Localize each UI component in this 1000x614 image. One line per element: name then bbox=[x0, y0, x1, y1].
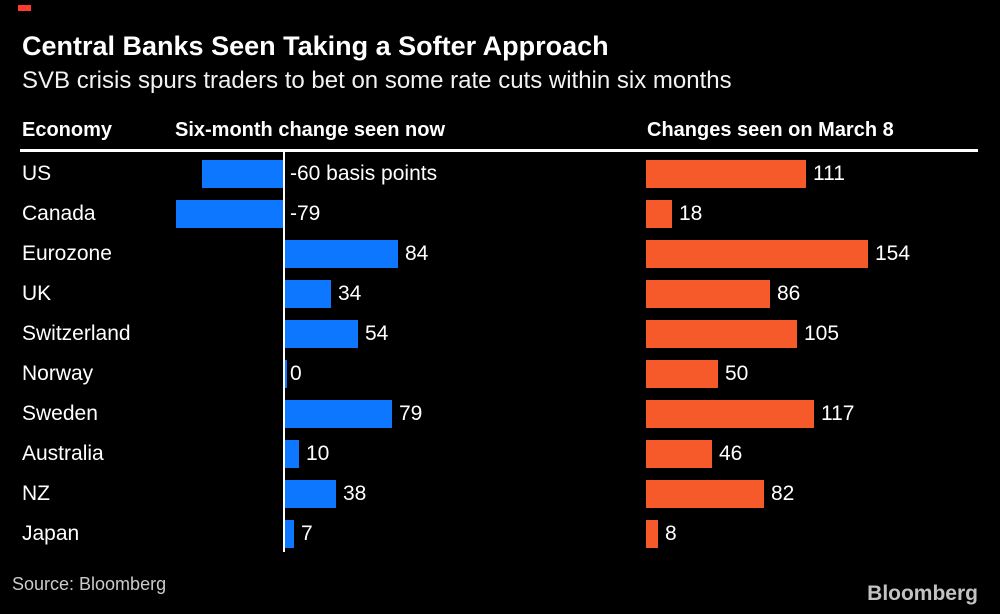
march8-value: 18 bbox=[679, 202, 703, 225]
six-month-change-value: 7 bbox=[301, 522, 313, 545]
march8-bar bbox=[646, 360, 718, 388]
economy-label: Norway bbox=[22, 362, 94, 385]
march8-bar bbox=[646, 320, 797, 348]
six-month-change-bar bbox=[285, 360, 287, 388]
six-month-change-value: 84 bbox=[405, 242, 429, 265]
six-month-change-bar bbox=[285, 280, 331, 308]
table-row: Sweden 79 117 bbox=[0, 400, 1000, 440]
economy-label: Canada bbox=[22, 202, 96, 225]
bloomberg-red-tick-icon bbox=[18, 5, 31, 11]
six-month-change-value: 38 bbox=[343, 482, 367, 505]
column-header-six-month-change: Six-month change seen now bbox=[175, 119, 446, 141]
march8-bar bbox=[646, 520, 658, 548]
march8-bar bbox=[646, 240, 868, 268]
six-month-change-bar bbox=[285, 440, 299, 468]
six-month-change-bar bbox=[202, 160, 283, 188]
march8-bar bbox=[646, 440, 712, 468]
six-month-change-bar bbox=[285, 400, 392, 428]
zero-axis-line bbox=[283, 152, 285, 552]
economy-label: Australia bbox=[22, 442, 104, 465]
header-rule bbox=[20, 149, 978, 152]
march8-bar bbox=[646, 480, 764, 508]
six-month-change-bar bbox=[285, 520, 294, 548]
six-month-change-value: -60 basis points bbox=[290, 162, 438, 185]
march8-bar bbox=[646, 160, 806, 188]
march8-value: 8 bbox=[665, 522, 677, 545]
six-month-change-bar bbox=[285, 320, 358, 348]
source-label: Source: Bloomberg bbox=[12, 574, 167, 594]
six-month-change-bar bbox=[176, 200, 283, 228]
bloomberg-logo: Bloomberg bbox=[867, 582, 978, 605]
economy-label: NZ bbox=[22, 482, 50, 505]
march8-value: 82 bbox=[771, 482, 795, 505]
economy-label: Switzerland bbox=[22, 322, 131, 345]
economy-label: US bbox=[22, 162, 52, 185]
table-row: Switzerland 54 105 bbox=[0, 320, 1000, 360]
economy-label: Eurozone bbox=[22, 242, 112, 265]
six-month-change-value: 10 bbox=[306, 442, 330, 465]
economy-label: UK bbox=[22, 282, 52, 305]
economy-label: Japan bbox=[22, 522, 80, 545]
march8-bar bbox=[646, 400, 814, 428]
six-month-change-value: 54 bbox=[365, 322, 389, 345]
march8-value: 111 bbox=[813, 162, 845, 185]
column-header-economy: Economy bbox=[22, 119, 113, 141]
chart-subtitle: SVB crisis spurs traders to bet on some … bbox=[22, 67, 732, 94]
march8-bar bbox=[646, 280, 770, 308]
six-month-change-value: 79 bbox=[399, 402, 423, 425]
march8-value: 46 bbox=[719, 442, 743, 465]
march8-value: 154 bbox=[875, 242, 911, 265]
economy-label: Sweden bbox=[22, 402, 98, 425]
table-row: Canada -79 18 bbox=[0, 200, 1000, 240]
table-row: US -60 basis points 111 bbox=[0, 160, 1000, 200]
table-row: NZ 38 82 bbox=[0, 480, 1000, 520]
column-header-march8: Changes seen on March 8 bbox=[647, 119, 894, 141]
six-month-change-value: 34 bbox=[338, 282, 362, 305]
march8-value: 50 bbox=[725, 362, 749, 385]
march8-bar bbox=[646, 200, 672, 228]
table-row: Eurozone 84 154 bbox=[0, 240, 1000, 280]
six-month-change-value: -79 bbox=[290, 202, 321, 225]
table-row: Australia 10 46 bbox=[0, 440, 1000, 480]
march8-value: 117 bbox=[821, 402, 855, 425]
table-row: Norway 0 50 bbox=[0, 360, 1000, 400]
six-month-change-bar bbox=[285, 240, 398, 268]
chart-title: Central Banks Seen Taking a Softer Appro… bbox=[22, 31, 609, 61]
table-row: UK 34 86 bbox=[0, 280, 1000, 320]
march8-value: 86 bbox=[777, 282, 801, 305]
six-month-change-value: 0 bbox=[290, 362, 302, 385]
table-row: Japan 7 8 bbox=[0, 520, 1000, 560]
march8-value: 105 bbox=[804, 322, 840, 345]
six-month-change-bar bbox=[285, 480, 336, 508]
